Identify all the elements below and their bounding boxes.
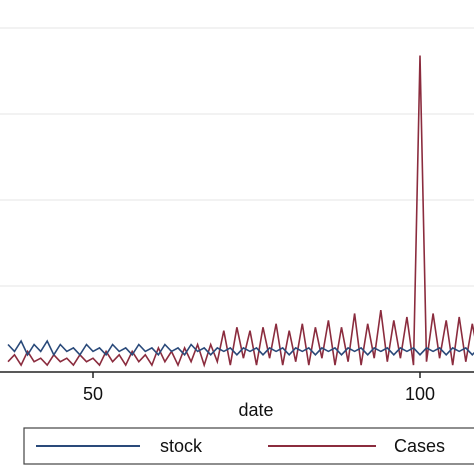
series-line-stock bbox=[7, 339, 474, 357]
legend: stock Cases bbox=[23, 427, 474, 465]
gridlines bbox=[0, 27, 474, 287]
series-layer bbox=[7, 55, 474, 368]
x-tick-label: 50 bbox=[83, 384, 103, 404]
legend-label-cases: Cases bbox=[394, 436, 445, 456]
series-line-cases bbox=[7, 55, 474, 368]
x-axis-title: date bbox=[238, 400, 273, 420]
x-tick-label: 100 bbox=[405, 384, 435, 404]
x-ticks: 50 100 bbox=[83, 372, 435, 404]
legend-label-stock: stock bbox=[160, 436, 203, 456]
